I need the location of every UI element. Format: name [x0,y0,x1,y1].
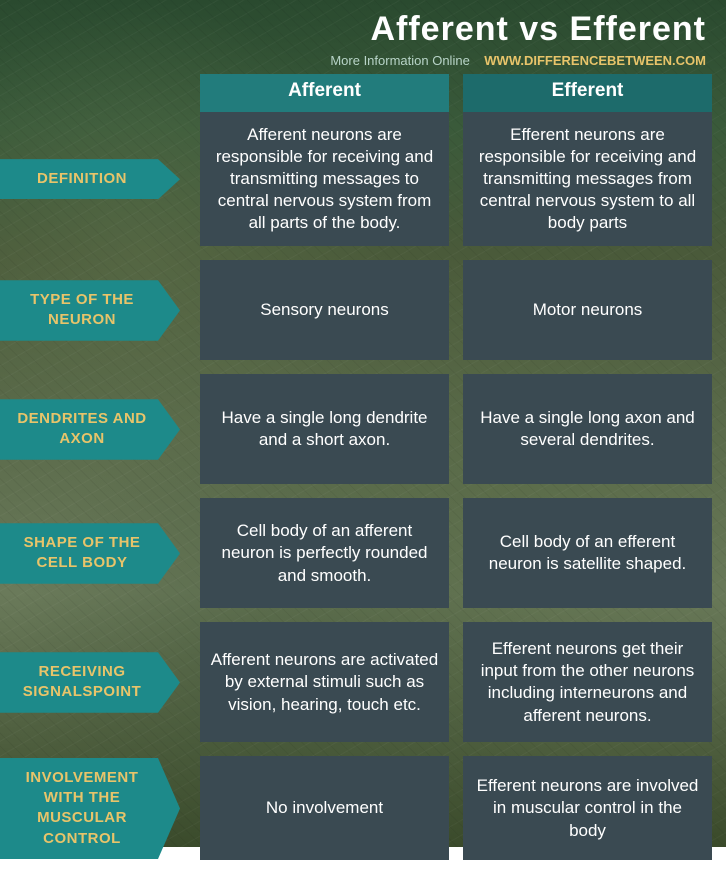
row-label-wrap: RECEIVING SIGNALSPOINT [0,622,200,742]
comparison-row: DENDRITES AND AXON Have a single long den… [0,374,720,484]
comparison-container: Afferent vs Efferent More Information On… [0,0,726,880]
comparison-row: DEFINITION Afferent neurons are responsib… [0,112,720,246]
row-cells: No involvementEfferent neurons are invol… [200,756,720,860]
row-label-wrap: DEFINITION [0,112,200,246]
source-line: More Information Online WWW.DIFFERENCEBE… [0,53,720,68]
cell-afferent: No involvement [200,756,449,860]
cell-efferent: Efferent neurons are responsible for rec… [463,112,712,246]
row-cells: Afferent neurons are responsible for rec… [200,112,720,246]
source-url: WWW.DIFFERENCEBETWEEN.COM [484,53,706,68]
col-header-afferent: Afferent [200,74,449,112]
row-label: TYPE OF THE NEURON [0,280,180,341]
row-label-wrap: INVOLVEMENT WITH THE MUSCULAR CONTROL [0,756,200,860]
comparison-rows: DEFINITION Afferent neurons are responsib… [0,112,720,860]
row-label: DEFINITION [0,159,180,199]
cell-afferent: Afferent neurons are responsible for rec… [200,112,449,246]
cell-efferent: Motor neurons [463,260,712,360]
comparison-row: RECEIVING SIGNALSPOINT Afferent neurons a… [0,622,720,742]
cell-afferent: Cell body of an afferent neuron is perfe… [200,498,449,608]
cell-efferent: Efferent neurons get their input from th… [463,622,712,742]
cell-afferent: Have a single long dendrite and a short … [200,374,449,484]
more-info-text: More Information Online [330,53,469,68]
row-cells: Afferent neurons are activated by extern… [200,622,720,742]
row-label: SHAPE OF THE CELL BODY [0,523,180,584]
row-label: DENDRITES AND AXON [0,399,180,460]
cell-efferent: Cell body of an efferent neuron is satel… [463,498,712,608]
column-headers: Afferent Efferent [200,74,720,112]
cell-afferent: Sensory neurons [200,260,449,360]
comparison-row: TYPE OF THE NEURON Sensory neuronsMotor n… [0,260,720,360]
col-header-efferent: Efferent [463,74,712,112]
row-cells: Sensory neuronsMotor neurons [200,260,720,360]
row-label-wrap: SHAPE OF THE CELL BODY [0,498,200,608]
row-label: RECEIVING SIGNALSPOINT [0,652,180,713]
page-title: Afferent vs Efferent [0,10,720,49]
row-label: INVOLVEMENT WITH THE MUSCULAR CONTROL [0,758,180,859]
cell-efferent: Efferent neurons are involved in muscula… [463,756,712,860]
cell-efferent: Have a single long axon and several dend… [463,374,712,484]
comparison-row: SHAPE OF THE CELL BODY Cell body of an af… [0,498,720,608]
row-label-wrap: DENDRITES AND AXON [0,374,200,484]
row-cells: Have a single long dendrite and a short … [200,374,720,484]
cell-afferent: Afferent neurons are activated by extern… [200,622,449,742]
row-label-wrap: TYPE OF THE NEURON [0,260,200,360]
comparison-row: INVOLVEMENT WITH THE MUSCULAR CONTROLNo … [0,756,720,860]
row-cells: Cell body of an afferent neuron is perfe… [200,498,720,608]
